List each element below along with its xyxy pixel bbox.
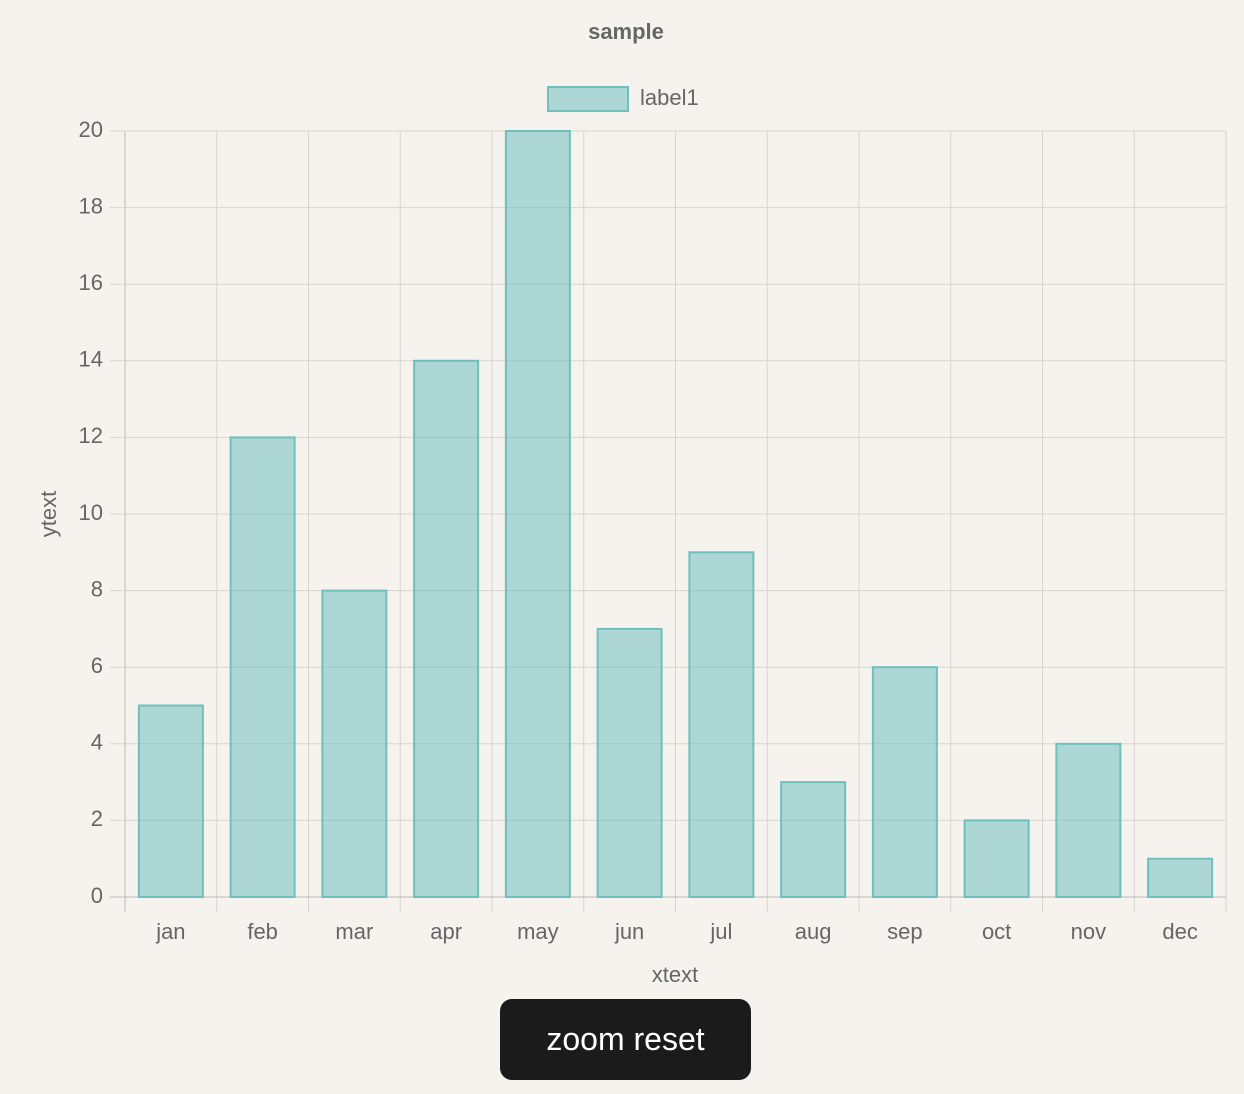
legend-label: label1 (640, 85, 699, 110)
bar (504, 130, 571, 898)
x-tick-label: oct (982, 919, 1011, 944)
y-tick-label: 2 (91, 806, 103, 831)
y-tick-label: 14 (79, 347, 103, 372)
y-tick-label: 12 (79, 423, 103, 448)
chart: sample xtext ytext 0 2 4 6 8 10 12 14 16 18 20 jan f… (36, 19, 1227, 987)
x-tick-label: feb (247, 919, 278, 944)
x-tick-label: mar (335, 919, 373, 944)
y-tick-label: 8 (91, 576, 103, 601)
y-tick-label: 6 (91, 653, 103, 678)
x-tick-label: sep (887, 919, 922, 944)
x-tick-label: may (517, 919, 559, 944)
bar (688, 551, 755, 898)
x-tick-label: jun (614, 919, 644, 944)
x-tick-label: jul (709, 919, 732, 944)
bar (963, 819, 1030, 899)
y-tick-label: 0 (91, 883, 103, 908)
x-tick-label: dec (1162, 919, 1197, 944)
y-tick-label: 18 (79, 193, 103, 218)
bar (321, 589, 388, 898)
bar (1147, 857, 1214, 899)
bar (137, 704, 204, 898)
bar (871, 666, 938, 899)
x-tick-label: jan (155, 919, 185, 944)
zoom-reset-button[interactable]: zoom reset (500, 999, 751, 1080)
x-tick-label: apr (430, 919, 462, 944)
bar (1055, 742, 1122, 898)
x-tick-label: nov (1071, 919, 1106, 944)
y-tick-label: 4 (91, 730, 103, 755)
chart-title: sample (588, 19, 664, 44)
bar (596, 627, 663, 899)
bar (413, 359, 480, 898)
y-tick-label: 20 (79, 117, 103, 142)
x-axis-label: xtext (652, 962, 698, 987)
bar (780, 781, 847, 898)
y-tick-label: 10 (79, 500, 103, 525)
x-tick-label: aug (795, 919, 832, 944)
bar (229, 436, 296, 898)
y-tick-label: 16 (79, 270, 103, 295)
y-axis-label: ytext (36, 491, 61, 537)
legend-swatch (547, 86, 629, 112)
